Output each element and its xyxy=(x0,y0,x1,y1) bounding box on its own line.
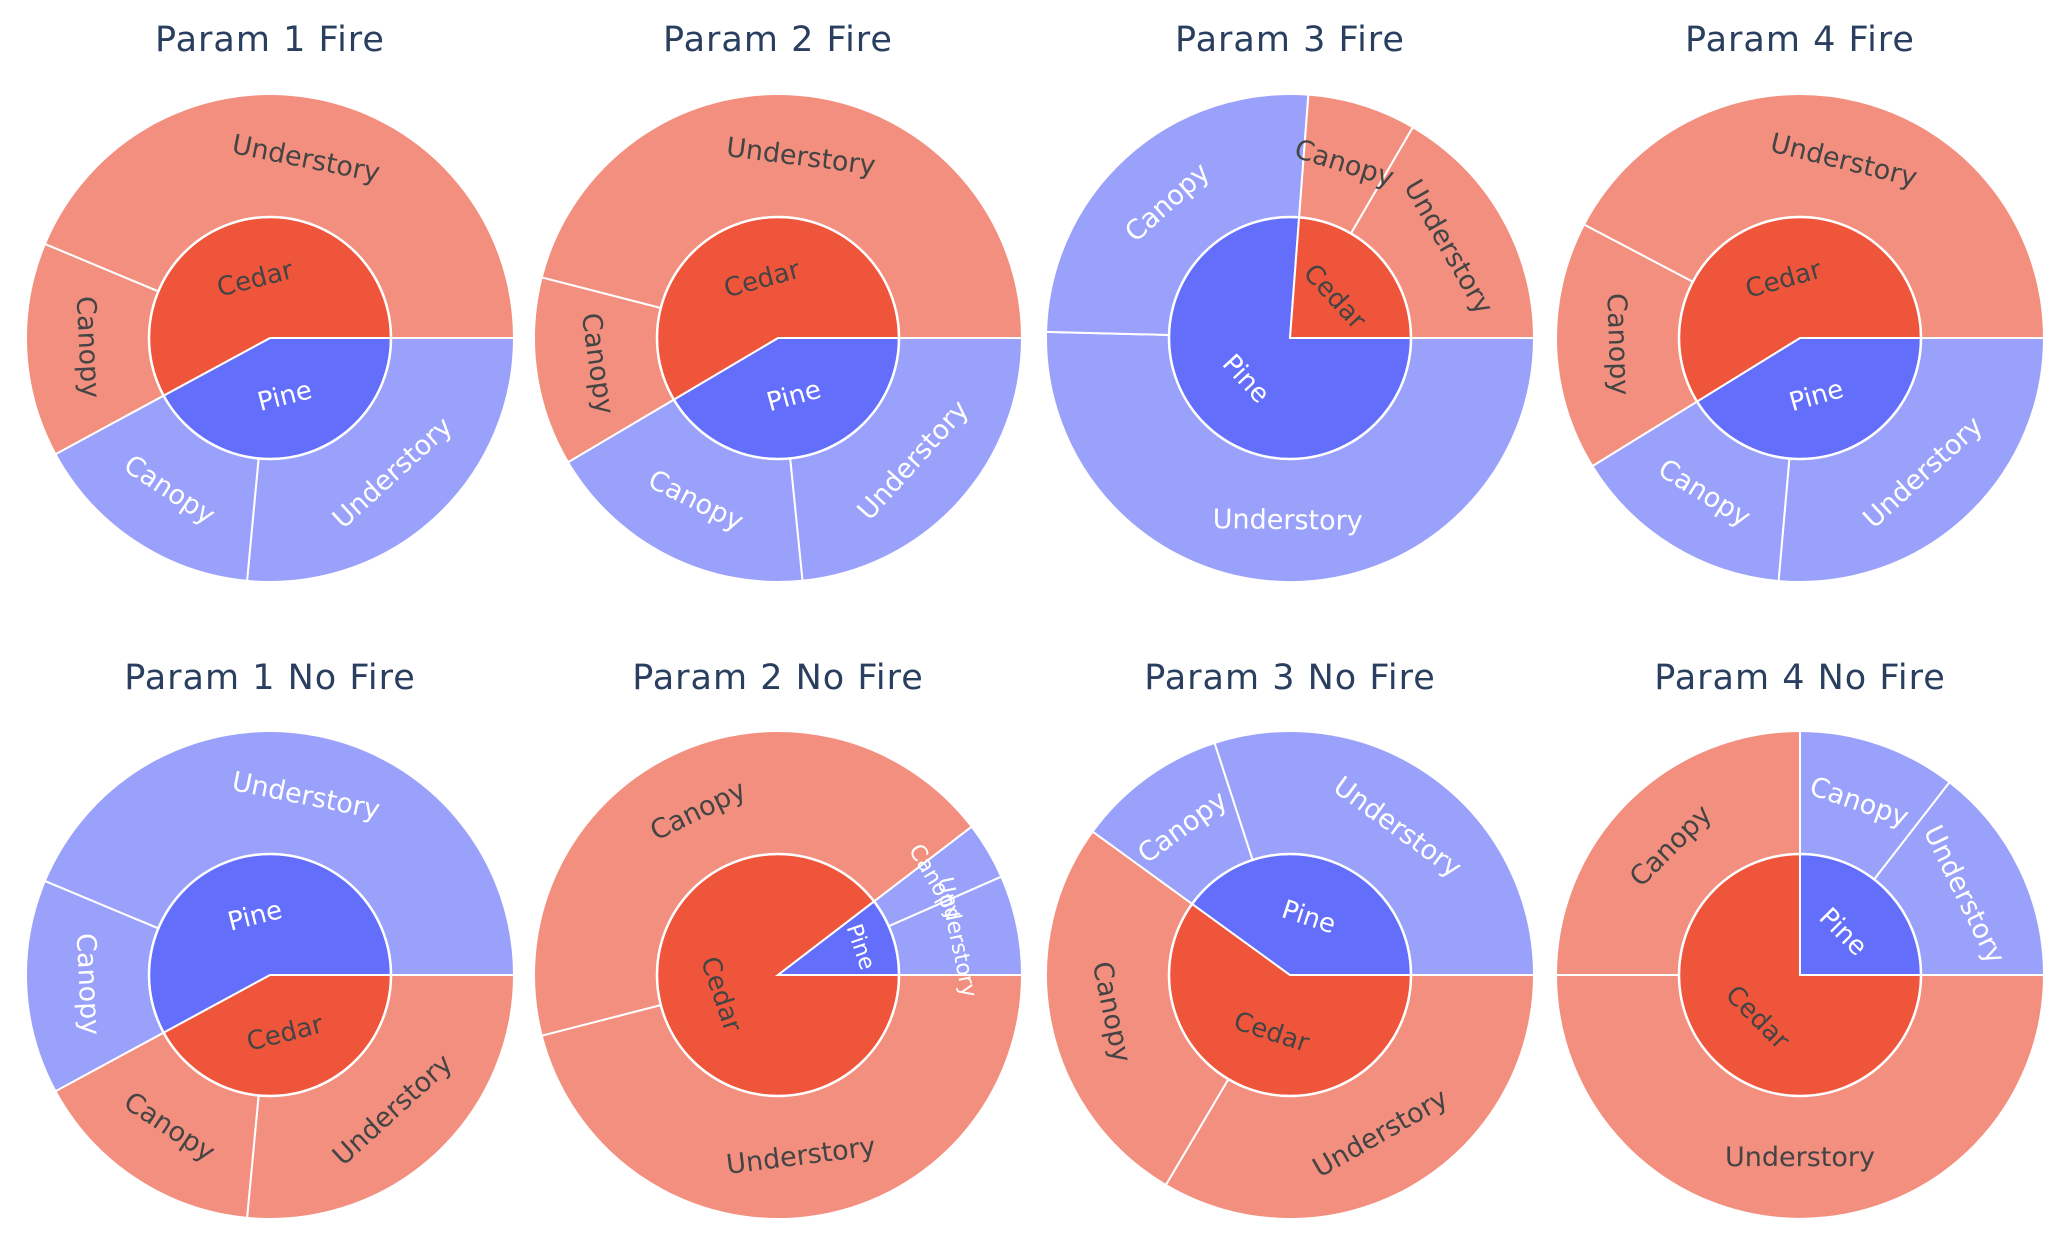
ring-boundary xyxy=(147,215,393,461)
ring-boundary xyxy=(655,215,901,461)
ring-boundary xyxy=(655,852,901,1098)
outer-label-cedar-canopy: Canopy xyxy=(70,295,106,399)
ring-boundary xyxy=(1677,852,1923,1098)
sunburst-param-3-fire: Param 3 FirePineUnderstoryCanopyCedarCan… xyxy=(1045,20,1536,584)
panel-title: Param 3 No Fire xyxy=(1144,658,1436,698)
panel-title: Param 1 No Fire xyxy=(124,658,416,698)
panel-title: Param 4 Fire xyxy=(1685,20,1915,60)
ring-boundary xyxy=(1167,852,1413,1098)
sunburst-param-3-no-fire: Param 3 No FireCedarUnderstoryCanopyPine… xyxy=(1045,658,1536,1220)
ring-boundary xyxy=(1677,215,1923,461)
sunburst-param-4-no-fire: Param 4 No FireCedarUnderstoryCanopyPine… xyxy=(1554,658,2046,1220)
outer-label-pine-understory: Understory xyxy=(1213,504,1363,537)
outer-label-cedar-canopy: Canopy xyxy=(1600,293,1635,396)
panel-title: Param 4 No Fire xyxy=(1654,658,1946,698)
sunburst-param-1-fire: Param 1 FirePineUnderstoryCanopyCedarCan… xyxy=(25,20,516,583)
ring-boundary xyxy=(1167,215,1413,461)
panel-title: Param 1 Fire xyxy=(155,20,385,60)
panel-title: Param 2 No Fire xyxy=(632,658,924,698)
sunburst-param-2-no-fire: Param 2 No FireCedarUnderstoryCanopyPine… xyxy=(533,658,1024,1220)
outer-label-cedar-understory: Understory xyxy=(1725,1142,1875,1173)
panel-title: Param 3 Fire xyxy=(1175,20,1405,60)
outer-label-pine-canopy: Canopy xyxy=(70,932,106,1036)
ring-boundary xyxy=(147,852,393,1098)
panel-title: Param 2 Fire xyxy=(663,20,893,60)
sunburst-param-1-no-fire: Param 1 No FireCedarUnderstoryCanopyPine… xyxy=(25,658,516,1220)
sunburst-param-4-fire: Param 4 FirePineUnderstoryCanopyCedarCan… xyxy=(1555,20,2046,583)
